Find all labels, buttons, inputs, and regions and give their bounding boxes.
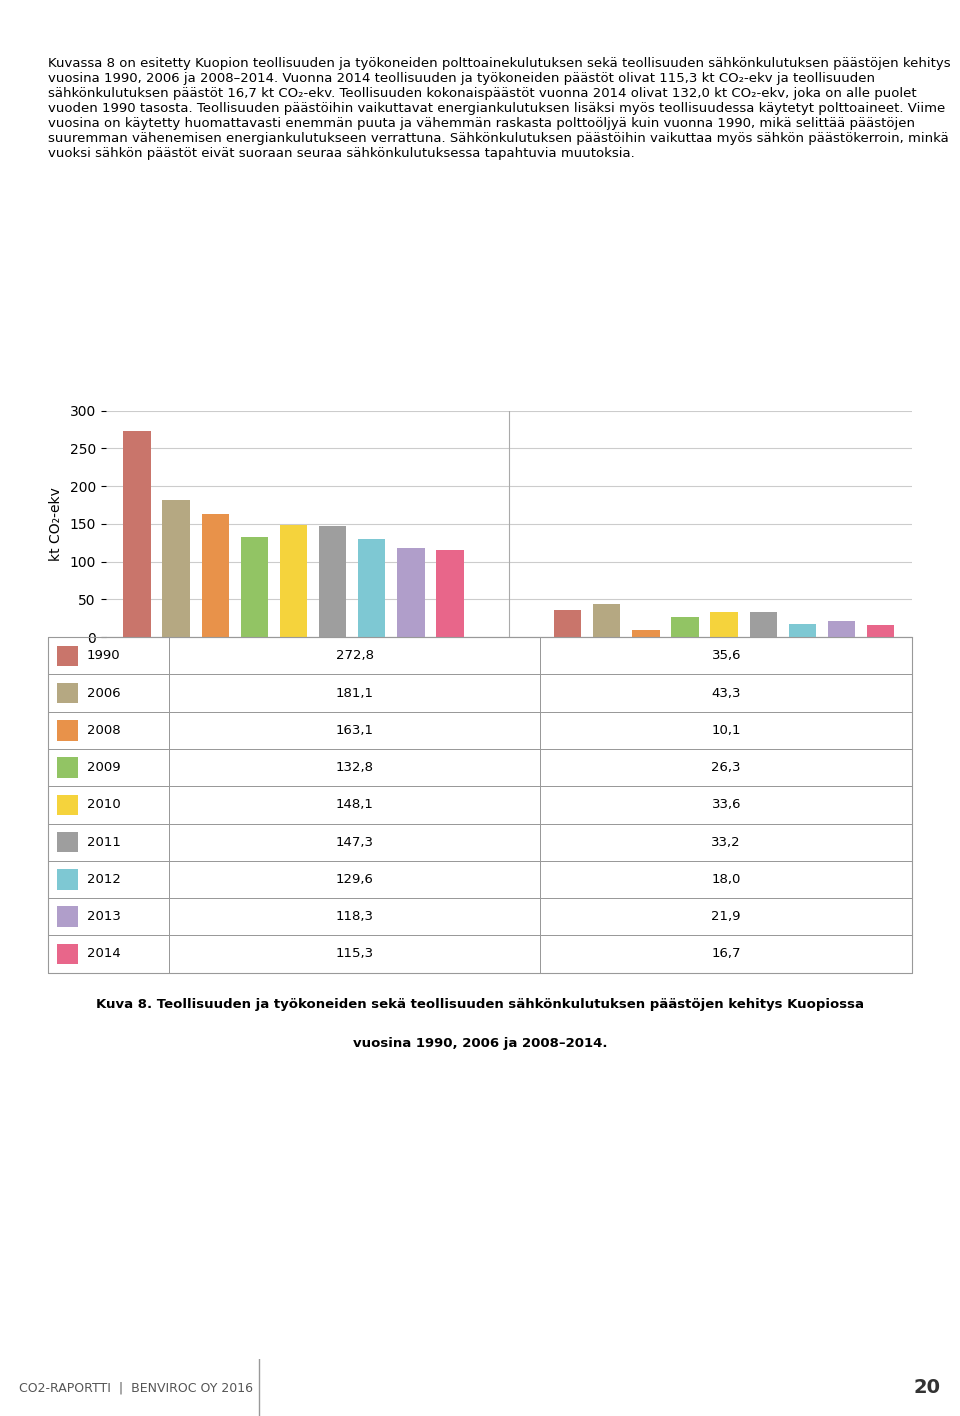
Text: 18,0: 18,0 — [711, 872, 741, 886]
Bar — [241, 537, 268, 637]
Bar — [57, 943, 79, 964]
Text: 16,7: 16,7 — [711, 947, 741, 960]
Bar — [57, 794, 79, 816]
Text: 163,1: 163,1 — [336, 724, 373, 736]
Bar — [789, 623, 816, 637]
Text: 2013: 2013 — [86, 910, 121, 923]
Bar — [169, 861, 540, 898]
Bar — [279, 525, 307, 637]
Bar — [540, 898, 912, 936]
Bar — [57, 869, 79, 889]
Text: 43,3: 43,3 — [711, 687, 741, 700]
Text: 2010: 2010 — [86, 799, 121, 811]
Bar — [169, 637, 540, 674]
Text: 2012: 2012 — [86, 872, 121, 886]
Bar — [48, 936, 169, 973]
Bar — [169, 936, 540, 973]
Text: 33,2: 33,2 — [711, 835, 741, 848]
Bar — [540, 712, 912, 749]
Bar — [48, 637, 169, 674]
Bar — [57, 721, 79, 741]
Bar — [540, 749, 912, 786]
Text: Kuva 8. Teollisuuden ja työkoneiden sekä teollisuuden sähkönkulutuksen päästöjen: Kuva 8. Teollisuuden ja työkoneiden sekä… — [96, 998, 864, 1011]
Bar — [48, 674, 169, 712]
Text: 118,3: 118,3 — [336, 910, 373, 923]
Bar — [169, 898, 540, 936]
Text: Kuvassa 8 on esitetty Kuopion teollisuuden ja työkoneiden polttoainekulutuksen s: Kuvassa 8 on esitetty Kuopion teollisuud… — [48, 57, 950, 160]
Text: 26,3: 26,3 — [711, 762, 741, 775]
Bar — [169, 749, 540, 786]
Bar — [593, 605, 620, 637]
Bar — [57, 646, 79, 666]
Bar — [750, 612, 777, 637]
Text: 147,3: 147,3 — [336, 835, 373, 848]
Bar — [710, 612, 738, 637]
Text: 10,1: 10,1 — [711, 724, 741, 736]
Bar — [540, 861, 912, 898]
Bar — [162, 500, 190, 637]
Text: 181,1: 181,1 — [336, 687, 373, 700]
Text: vuosina 1990, 2006 ja 2008–2014.: vuosina 1990, 2006 ja 2008–2014. — [352, 1037, 608, 1051]
Bar — [540, 786, 912, 824]
Bar — [169, 786, 540, 824]
Text: 272,8: 272,8 — [336, 650, 373, 663]
Bar — [57, 758, 79, 777]
Bar — [48, 786, 169, 824]
Bar — [169, 824, 540, 861]
Bar — [57, 906, 79, 927]
Bar — [48, 861, 169, 898]
Text: 2006: 2006 — [86, 687, 121, 700]
Bar — [319, 525, 347, 637]
Y-axis label: kt CO₂-ekv: kt CO₂-ekv — [49, 487, 62, 561]
Bar — [554, 610, 581, 637]
Bar — [57, 683, 79, 704]
Text: 129,6: 129,6 — [336, 872, 373, 886]
Bar — [671, 617, 699, 637]
Text: CO2-RAPORTTI  |  BENVIROC OY 2016: CO2-RAPORTTI | BENVIROC OY 2016 — [19, 1381, 253, 1395]
Bar — [48, 898, 169, 936]
Text: 2008: 2008 — [86, 724, 121, 736]
Bar — [358, 539, 386, 637]
Bar — [57, 831, 79, 852]
Bar — [540, 824, 912, 861]
Text: 21,9: 21,9 — [711, 910, 741, 923]
Text: 2011: 2011 — [86, 835, 121, 848]
Bar — [632, 630, 660, 637]
Bar — [540, 674, 912, 712]
Bar — [540, 936, 912, 973]
Text: 2014: 2014 — [86, 947, 121, 960]
Text: 1990: 1990 — [86, 650, 121, 663]
Bar — [48, 712, 169, 749]
Text: 148,1: 148,1 — [336, 799, 373, 811]
Bar — [123, 432, 151, 637]
Bar — [202, 514, 228, 637]
Text: 115,3: 115,3 — [336, 947, 373, 960]
Text: 33,6: 33,6 — [711, 799, 741, 811]
Bar — [437, 551, 464, 637]
Bar — [540, 637, 912, 674]
Bar — [397, 548, 424, 637]
Bar — [828, 620, 855, 637]
Bar — [169, 674, 540, 712]
Text: 20: 20 — [914, 1378, 941, 1398]
Bar — [169, 712, 540, 749]
Bar — [48, 824, 169, 861]
Text: 35,6: 35,6 — [711, 650, 741, 663]
Bar — [867, 624, 895, 637]
Text: 132,8: 132,8 — [336, 762, 373, 775]
Text: 2009: 2009 — [86, 762, 121, 775]
Bar — [48, 749, 169, 786]
